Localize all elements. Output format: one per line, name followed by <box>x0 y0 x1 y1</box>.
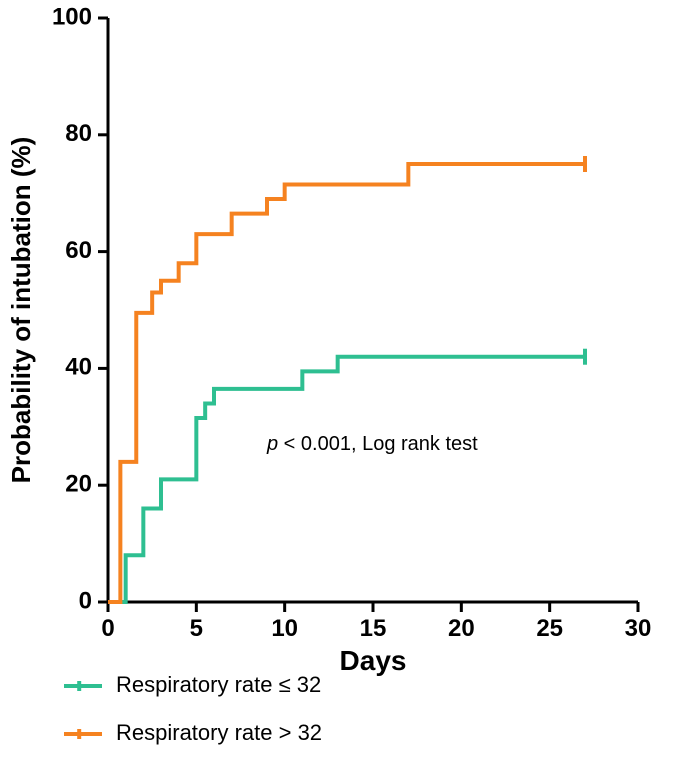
legend-label-resp-rate-gt-32: Respiratory rate > 32 <box>116 720 322 745</box>
y-tick-label: 20 <box>65 471 92 498</box>
y-tick-label: 60 <box>65 237 92 264</box>
x-tick-label: 15 <box>360 615 387 642</box>
km-chart: 0 20 40 60 80 100 0 5 10 15 20 25 30 Days Probability … <box>0 0 685 783</box>
x-tick-label: 0 <box>101 615 114 642</box>
x-tick-label: 25 <box>536 615 563 642</box>
y-tick-label: 100 <box>52 3 92 30</box>
y-tick-label: 40 <box>65 354 92 381</box>
x-tick-label: 5 <box>190 615 203 642</box>
x-tick-label: 10 <box>271 615 298 642</box>
x-tick-label: 20 <box>448 615 475 642</box>
series-resp-rate-gt-32 <box>108 164 585 602</box>
x-tick-label: 30 <box>625 615 652 642</box>
x-axis-label: Days <box>340 645 407 676</box>
legend-label-resp-rate-le-32: Respiratory rate ≤ 32 <box>116 672 321 697</box>
chart-container: 0 20 40 60 80 100 0 5 10 15 20 25 30 Days Probability … <box>0 0 685 783</box>
p-value-annotation: p < 0.001, Log rank test <box>266 433 478 455</box>
y-axis-label: Probability of intubation (%) <box>6 137 36 484</box>
series-resp-rate-le-32 <box>108 357 585 602</box>
y-tick-label: 0 <box>79 587 92 614</box>
y-tick-label: 80 <box>65 120 92 147</box>
